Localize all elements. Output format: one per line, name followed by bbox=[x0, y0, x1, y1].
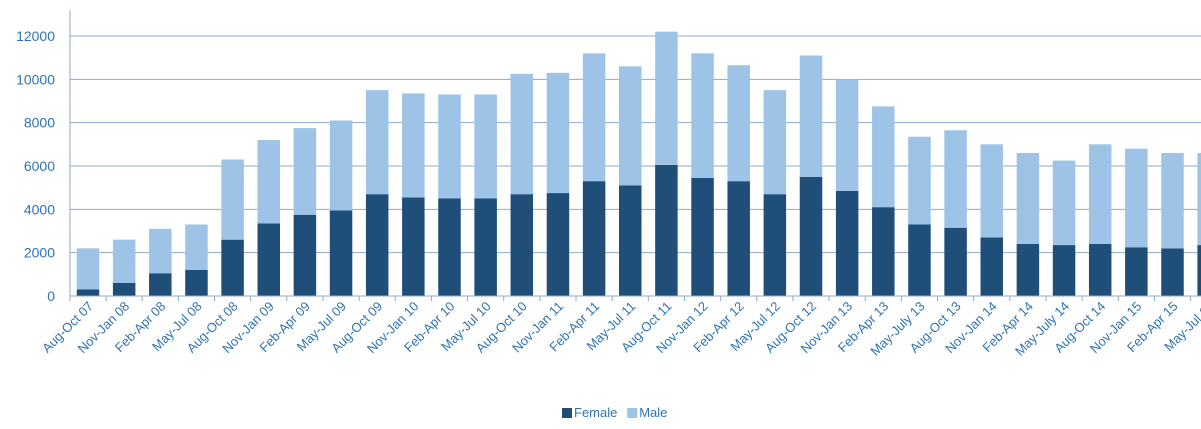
bar-female bbox=[510, 194, 534, 296]
bar-male bbox=[835, 79, 859, 191]
y-axis-ticks: 0 2000 4000 6000 8000 10000 12000 bbox=[16, 28, 55, 304]
bar-male bbox=[763, 90, 787, 195]
bar-female bbox=[1052, 245, 1076, 296]
bar-male bbox=[510, 73, 534, 195]
y-tick-label: 12000 bbox=[16, 28, 55, 44]
bar-male bbox=[799, 55, 823, 177]
bar-female bbox=[980, 237, 1003, 296]
bar-male bbox=[329, 120, 353, 211]
bar-female bbox=[293, 214, 317, 296]
bar-male bbox=[872, 106, 895, 208]
bar-male bbox=[474, 94, 497, 199]
bar-male bbox=[149, 228, 172, 274]
bar-male bbox=[438, 94, 461, 199]
legend-label-male: Male bbox=[639, 405, 667, 420]
bar-female bbox=[1125, 247, 1148, 296]
bar-male bbox=[655, 31, 678, 165]
bar-female bbox=[727, 181, 750, 296]
bar-female bbox=[149, 273, 172, 296]
y-tick-label: 6000 bbox=[24, 158, 55, 174]
bar-female bbox=[1088, 244, 1112, 296]
bar-female bbox=[835, 190, 859, 296]
bar-male bbox=[1088, 144, 1112, 244]
bar-male bbox=[944, 130, 967, 228]
bar-female bbox=[474, 198, 497, 296]
bar-male bbox=[1125, 148, 1148, 248]
legend-label-female: Female bbox=[574, 405, 617, 420]
bar-female bbox=[185, 270, 208, 296]
bar-female bbox=[1016, 244, 1040, 296]
bar-female bbox=[221, 239, 244, 296]
bar-female bbox=[691, 177, 714, 296]
bar-male bbox=[76, 248, 100, 290]
bar-female bbox=[944, 227, 967, 296]
bar-male bbox=[546, 72, 570, 194]
bar-male bbox=[402, 93, 425, 198]
axes bbox=[69, 10, 1201, 297]
bar-female bbox=[76, 289, 100, 296]
bar-female bbox=[1197, 245, 1201, 296]
bar-male bbox=[365, 90, 389, 195]
bar-male bbox=[619, 66, 642, 186]
y-tick-label: 0 bbox=[47, 288, 55, 304]
bar-female bbox=[908, 224, 931, 296]
y-tick-label: 10000 bbox=[16, 71, 55, 87]
bar-female bbox=[655, 164, 678, 296]
bar-female bbox=[799, 176, 823, 296]
bar-male bbox=[1161, 153, 1184, 249]
legend-swatch-male bbox=[627, 408, 638, 418]
y-tick-label: 4000 bbox=[24, 201, 55, 217]
bar-male bbox=[727, 65, 750, 182]
bar-male bbox=[293, 128, 317, 215]
bar-female bbox=[546, 193, 570, 296]
bar-male bbox=[908, 136, 931, 225]
bar-female bbox=[257, 223, 280, 296]
bars bbox=[76, 31, 1201, 296]
bar-male bbox=[185, 224, 208, 270]
bar-male bbox=[1016, 153, 1040, 244]
bar-male bbox=[112, 239, 136, 283]
bar-male bbox=[980, 144, 1003, 238]
bar-female bbox=[1161, 248, 1184, 296]
bar-female bbox=[872, 207, 895, 296]
bar-male bbox=[221, 159, 244, 240]
bar-female bbox=[582, 181, 606, 296]
bar-female bbox=[112, 283, 136, 296]
bar-female bbox=[329, 210, 353, 296]
bar-male bbox=[691, 53, 714, 178]
bar-female bbox=[438, 198, 461, 296]
bar-female bbox=[619, 185, 642, 296]
y-tick-label: 8000 bbox=[24, 115, 55, 131]
legend-swatch-female bbox=[562, 408, 572, 418]
bar-male bbox=[257, 140, 280, 224]
legend: Female Male bbox=[562, 405, 667, 420]
bar-female bbox=[402, 197, 425, 296]
bar-male bbox=[582, 53, 606, 182]
bar-female bbox=[763, 194, 787, 296]
bar-male bbox=[1052, 160, 1076, 246]
y-tick-label: 2000 bbox=[24, 245, 55, 261]
bar-female bbox=[365, 194, 389, 296]
bar-male bbox=[1197, 153, 1201, 246]
